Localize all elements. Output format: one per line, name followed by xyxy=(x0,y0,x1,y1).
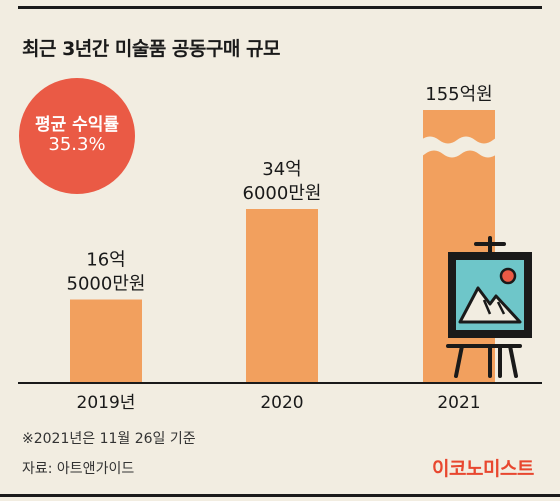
axis-break-mark xyxy=(407,136,511,158)
footnote: ※2021년은 11월 26일 기준 xyxy=(22,431,196,447)
x-tick-label: 2020 xyxy=(260,393,303,413)
badge-value: 35.3% xyxy=(48,134,106,155)
value-label-2019년: 16억 xyxy=(86,250,125,271)
badge-label: 평균 수익률 xyxy=(34,115,120,135)
x-axis-baseline xyxy=(18,382,542,384)
chart-title: 최근 3년간 미술품 공동구매 규모 xyxy=(22,38,280,60)
easel-painting-icon xyxy=(446,236,532,378)
value-label-2019년: 5000만원 xyxy=(67,274,146,295)
value-label-2020: 6000만원 xyxy=(243,183,322,204)
value-label-2020: 34억 xyxy=(262,159,301,180)
value-label-2021: 155억원 xyxy=(425,84,492,105)
brand-logo: 이코노미스트 xyxy=(432,458,534,480)
average-return-badge: 평균 수익률 35.3% xyxy=(19,78,135,194)
source-note: 자료: 아트앤가이드 xyxy=(22,461,135,477)
x-tick-label: 2019년 xyxy=(77,393,136,413)
x-tick-label: 2021 xyxy=(437,393,480,413)
top-divider xyxy=(18,6,542,9)
bottom-divider xyxy=(0,494,560,497)
bar-2020 xyxy=(246,209,318,382)
bar-2019년 xyxy=(70,299,142,382)
